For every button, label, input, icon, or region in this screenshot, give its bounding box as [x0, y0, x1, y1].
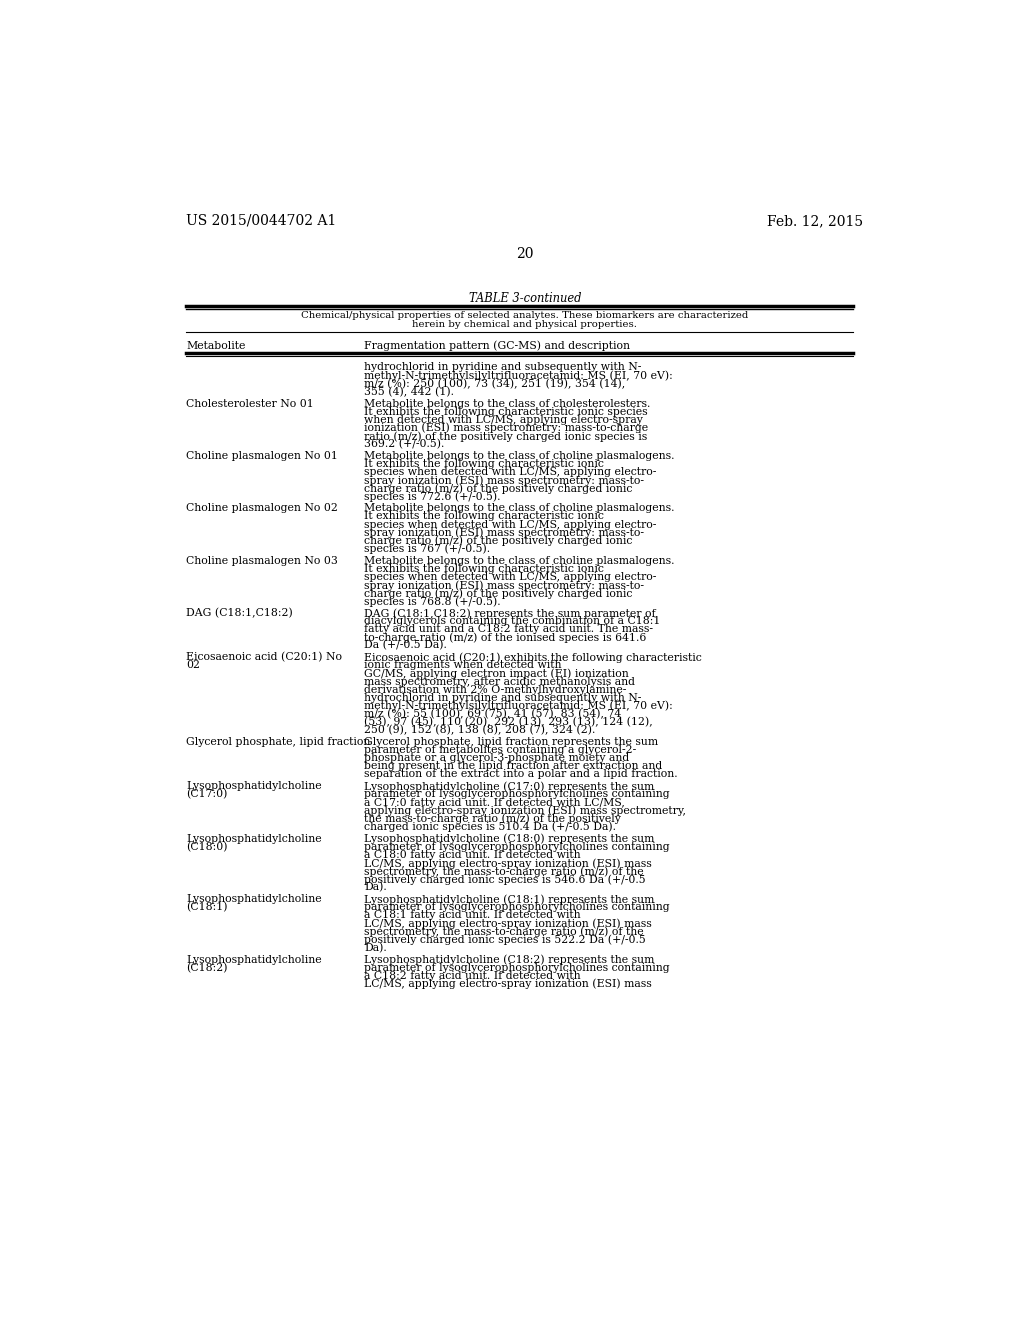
Text: DAG (C18:1,C18:2): DAG (C18:1,C18:2)	[186, 609, 293, 619]
Text: charged ionic species is 510.4 Da (+/-0.5 Da).: charged ionic species is 510.4 Da (+/-0.…	[365, 822, 616, 833]
Text: the mass-to-charge ratio (m/z) of the positively: the mass-to-charge ratio (m/z) of the po…	[365, 813, 622, 824]
Text: ratio (m/z) of the positively charged ionic species is: ratio (m/z) of the positively charged io…	[365, 430, 647, 442]
Text: charge ratio (m/z) of the positively charged ionic: charge ratio (m/z) of the positively cha…	[365, 589, 633, 599]
Text: Chemical/physical properties of selected analytes. These biomarkers are characte: Chemical/physical properties of selected…	[301, 312, 749, 319]
Text: separation of the extract into a polar and a lipid fraction.: separation of the extract into a polar a…	[365, 770, 678, 779]
Text: species when detected with LC/MS, applying electro-: species when detected with LC/MS, applyi…	[365, 572, 656, 582]
Text: spray ionization (ESI) mass spectrometry: mass-to-: spray ionization (ESI) mass spectrometry…	[365, 579, 644, 590]
Text: 355 (4), 442 (1).: 355 (4), 442 (1).	[365, 387, 455, 397]
Text: when detected with LC/MS, applying electro-spray: when detected with LC/MS, applying elect…	[365, 414, 643, 425]
Text: Cholesterolester No 01: Cholesterolester No 01	[186, 399, 314, 409]
Text: It exhibits the following characteristic ionic: It exhibits the following characteristic…	[365, 511, 604, 521]
Text: hydrochlorid in pyridine and subsequently with N-: hydrochlorid in pyridine and subsequentl…	[365, 363, 642, 372]
Text: a C18:2 fatty acid unit. If detected with: a C18:2 fatty acid unit. If detected wit…	[365, 970, 581, 981]
Text: Eicosaenoic acid (C20:1) No: Eicosaenoic acid (C20:1) No	[186, 652, 342, 663]
Text: hydrochlorid in pyridine and subsequently with N-: hydrochlorid in pyridine and subsequentl…	[365, 693, 642, 702]
Text: It exhibits the following characteristic ionic: It exhibits the following characteristic…	[365, 564, 604, 574]
Text: Da).: Da).	[365, 882, 387, 892]
Text: Metabolite belongs to the class of choline plasmalogens.: Metabolite belongs to the class of choli…	[365, 503, 675, 513]
Text: derivatisation with 2% O-methylhydroxylamine-: derivatisation with 2% O-methylhydroxyla…	[365, 685, 627, 694]
Text: 369.2 (+/-0.5).: 369.2 (+/-0.5).	[365, 440, 444, 449]
Text: Metabolite belongs to the class of choline plasmalogens.: Metabolite belongs to the class of choli…	[365, 451, 675, 461]
Text: DAG (C18:1,C18:2) represents the sum parameter of: DAG (C18:1,C18:2) represents the sum par…	[365, 609, 656, 619]
Text: fatty acid unit and a C18:2 fatty acid unit. The mass-: fatty acid unit and a C18:2 fatty acid u…	[365, 624, 653, 634]
Text: spectrometry, the mass-to-charge ratio (m/z) of the: spectrometry, the mass-to-charge ratio (…	[365, 927, 644, 937]
Text: Choline plasmalogen No 03: Choline plasmalogen No 03	[186, 556, 338, 566]
Text: spray ionization (ESI) mass spectrometry: mass-to-: spray ionization (ESI) mass spectrometry…	[365, 475, 644, 486]
Text: Metabolite belongs to the class of cholesterolesters.: Metabolite belongs to the class of chole…	[365, 399, 650, 409]
Text: m/z (%): 250 (100), 73 (34), 251 (19), 354 (14),: m/z (%): 250 (100), 73 (34), 251 (19), 3…	[365, 379, 626, 389]
Text: Glycerol phosphate, lipid fraction represents the sum: Glycerol phosphate, lipid fraction repre…	[365, 737, 658, 747]
Text: Metabolite belongs to the class of choline plasmalogens.: Metabolite belongs to the class of choli…	[365, 556, 675, 566]
Text: to-charge ratio (m/z) of the ionised species is 641.6: to-charge ratio (m/z) of the ionised spe…	[365, 632, 647, 643]
Text: Choline plasmalogen No 01: Choline plasmalogen No 01	[186, 451, 338, 461]
Text: charge ratio (m/z) of the positively charged ionic: charge ratio (m/z) of the positively cha…	[365, 536, 633, 546]
Text: Glycerol phosphate, lipid fraction: Glycerol phosphate, lipid fraction	[186, 737, 371, 747]
Text: parameter of lysoglycerophosphorylcholines containing: parameter of lysoglycerophosphorylcholin…	[365, 962, 670, 973]
Text: methyl-N-trimethylsilyltrifluoracetamid: MS (EI, 70 eV):: methyl-N-trimethylsilyltrifluoracetamid:…	[365, 701, 673, 711]
Text: being present in the lipid fraction after extraction and: being present in the lipid fraction afte…	[365, 762, 663, 771]
Text: spectrometry, the mass-to-charge ratio (m/z) of the: spectrometry, the mass-to-charge ratio (…	[365, 866, 644, 876]
Text: phosphate or a glycerol-3-phosphate moiety and: phosphate or a glycerol-3-phosphate moie…	[365, 754, 630, 763]
Text: species is 767 (+/-0.5).: species is 767 (+/-0.5).	[365, 544, 490, 554]
Text: It exhibits the following characteristic ionic species: It exhibits the following characteristic…	[365, 407, 648, 417]
Text: herein by chemical and physical properties.: herein by chemical and physical properti…	[413, 321, 637, 329]
Text: Lysophosphatidylcholine (C17:0) represents the sum: Lysophosphatidylcholine (C17:0) represen…	[365, 781, 654, 792]
Text: Eicosaenoic acid (C20:1) exhibits the following characteristic: Eicosaenoic acid (C20:1) exhibits the fo…	[365, 652, 702, 663]
Text: Da (+/-0.5 Da).: Da (+/-0.5 Da).	[365, 640, 447, 651]
Text: US 2015/0044702 A1: US 2015/0044702 A1	[186, 214, 336, 228]
Text: charge ratio (m/z) of the positively charged ionic: charge ratio (m/z) of the positively cha…	[365, 483, 633, 494]
Text: Da).: Da).	[365, 942, 387, 953]
Text: parameter of lysoglycerophosphorylcholines containing: parameter of lysoglycerophosphorylcholin…	[365, 789, 670, 800]
Text: (53), 97 (45), 110 (20), 292 (13), 293 (13), 124 (12),: (53), 97 (45), 110 (20), 292 (13), 293 (…	[365, 717, 653, 727]
Text: It exhibits the following characteristic ionic: It exhibits the following characteristic…	[365, 459, 604, 469]
Text: Choline plasmalogen No 02: Choline plasmalogen No 02	[186, 503, 338, 513]
Text: positively charged ionic species is 546.6 Da (+/-0.5: positively charged ionic species is 546.…	[365, 874, 646, 884]
Text: Lysophosphatidylcholine: Lysophosphatidylcholine	[186, 954, 322, 965]
Text: mass spectrometry, after acidic methanolysis and: mass spectrometry, after acidic methanol…	[365, 677, 635, 686]
Text: parameter of lysoglycerophosphorylcholines containing: parameter of lysoglycerophosphorylcholin…	[365, 903, 670, 912]
Text: species when detected with LC/MS, applying electro-: species when detected with LC/MS, applyi…	[365, 520, 656, 529]
Text: species is 768.8 (+/-0.5).: species is 768.8 (+/-0.5).	[365, 597, 501, 607]
Text: LC/MS, applying electro-spray ionization (ESI) mass: LC/MS, applying electro-spray ionization…	[365, 919, 652, 929]
Text: Lysophosphatidylcholine: Lysophosphatidylcholine	[186, 894, 322, 904]
Text: applying electro-spray ionization (ESI) mass spectrometry,: applying electro-spray ionization (ESI) …	[365, 805, 686, 816]
Text: Lysophosphatidylcholine: Lysophosphatidylcholine	[186, 781, 322, 791]
Text: Fragmentation pattern (GC-MS) and description: Fragmentation pattern (GC-MS) and descri…	[365, 341, 631, 351]
Text: species when detected with LC/MS, applying electro-: species when detected with LC/MS, applyi…	[365, 467, 656, 477]
Text: spray ionization (ESI) mass spectrometry: mass-to-: spray ionization (ESI) mass spectrometry…	[365, 528, 644, 539]
Text: a C18:1 fatty acid unit. If detected with: a C18:1 fatty acid unit. If detected wit…	[365, 911, 581, 920]
Text: TABLE 3-continued: TABLE 3-continued	[469, 292, 581, 305]
Text: Feb. 12, 2015: Feb. 12, 2015	[767, 214, 863, 228]
Text: (C18:2): (C18:2)	[186, 962, 227, 973]
Text: ionization (ESI) mass spectrometry: mass-to-charge: ionization (ESI) mass spectrometry: mass…	[365, 422, 648, 433]
Text: 20: 20	[516, 247, 534, 261]
Text: ionic fragments when detected with: ionic fragments when detected with	[365, 660, 562, 671]
Text: Lysophosphatidylcholine (C18:0) represents the sum: Lysophosphatidylcholine (C18:0) represen…	[365, 834, 654, 845]
Text: m/z (%): 55 (100), 69 (75), 41 (57), 83 (54), 74: m/z (%): 55 (100), 69 (75), 41 (57), 83 …	[365, 709, 622, 719]
Text: diacylglycerols containing the combination of a C18:1: diacylglycerols containing the combinati…	[365, 616, 660, 626]
Text: positively charged ionic species is 522.2 Da (+/-0.5: positively charged ionic species is 522.…	[365, 935, 646, 945]
Text: species is 772.6 (+/-0.5).: species is 772.6 (+/-0.5).	[365, 491, 501, 502]
Text: LC/MS, applying electro-spray ionization (ESI) mass: LC/MS, applying electro-spray ionization…	[365, 858, 652, 869]
Text: Lysophosphatidylcholine (C18:1) represents the sum: Lysophosphatidylcholine (C18:1) represen…	[365, 894, 654, 904]
Text: a C18:0 fatty acid unit. If detected with: a C18:0 fatty acid unit. If detected wit…	[365, 850, 581, 859]
Text: parameter of lysoglycerophosphorylcholines containing: parameter of lysoglycerophosphorylcholin…	[365, 842, 670, 851]
Text: (C18:0): (C18:0)	[186, 842, 227, 853]
Text: (C17:0): (C17:0)	[186, 789, 227, 800]
Text: 250 (9), 152 (8), 138 (8), 208 (7), 324 (2).: 250 (9), 152 (8), 138 (8), 208 (7), 324 …	[365, 725, 596, 735]
Text: parameter of metabolites containing a glycerol-2-: parameter of metabolites containing a gl…	[365, 744, 637, 755]
Text: GC/MS, applying electron impact (EI) ionization: GC/MS, applying electron impact (EI) ion…	[365, 668, 629, 678]
Text: 02: 02	[186, 660, 200, 671]
Text: (C18:1): (C18:1)	[186, 903, 227, 912]
Text: Lysophosphatidylcholine: Lysophosphatidylcholine	[186, 834, 322, 843]
Text: Lysophosphatidylcholine (C18:2) represents the sum: Lysophosphatidylcholine (C18:2) represen…	[365, 954, 654, 965]
Text: LC/MS, applying electro-spray ionization (ESI) mass: LC/MS, applying electro-spray ionization…	[365, 979, 652, 990]
Text: a C17:0 fatty acid unit. If detected with LC/MS,: a C17:0 fatty acid unit. If detected wit…	[365, 797, 626, 808]
Text: methyl-N-trimethylsilyltrifluoracetamid: MS (EI, 70 eV):: methyl-N-trimethylsilyltrifluoracetamid:…	[365, 371, 673, 381]
Text: Metabolite: Metabolite	[186, 341, 246, 351]
